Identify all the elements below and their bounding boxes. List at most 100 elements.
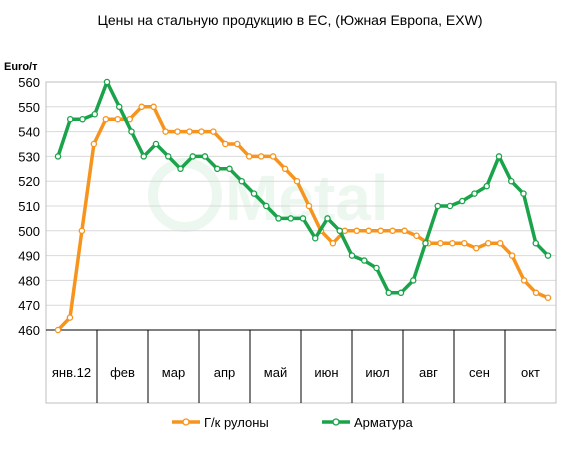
data-point [54,153,62,160]
data-point [152,140,160,148]
x-tick-label: янв.12 [52,365,91,380]
x-tick-label: июн [314,365,338,380]
data-point [544,294,552,302]
y-tick-label: 490 [18,249,40,264]
data-point [461,239,468,247]
data-point [507,177,515,185]
data-point [484,239,492,247]
data-point [174,128,181,135]
data-point [532,239,540,247]
x-tick-label: окт [521,365,540,380]
data-point [544,252,552,259]
data-point [496,239,504,247]
data-point [91,110,99,118]
data-point [329,239,337,247]
x-tick-label: сен [469,365,490,380]
data-point [449,239,456,247]
watermark: Metal [148,158,389,234]
y-axis-label: Euro/т [4,61,38,73]
data-point [78,227,86,235]
data-point [324,215,331,222]
data-point [138,103,145,111]
data-point [360,257,368,264]
x-tick-label: фев [110,365,135,380]
data-point [245,153,253,160]
y-tick-label: 470 [18,298,40,313]
data-point [257,153,265,160]
data-point [311,234,319,242]
y-tick-label: 460 [18,323,40,338]
data-point [377,227,384,235]
data-point [275,215,282,222]
data-point [114,115,122,123]
data-point [226,165,233,173]
data-point [401,227,408,235]
data-point [508,252,516,259]
data-point [520,190,527,197]
legend: Г/к рулоны Арматура [172,415,413,430]
data-point [437,239,444,247]
series-layer [54,78,552,334]
data-point [164,153,172,160]
x-tick-label: май [264,365,287,380]
data-point [397,289,405,297]
data-point [234,140,241,148]
data-point [434,202,441,210]
data-point [238,177,245,185]
data-point [281,165,289,173]
data-point [90,140,98,148]
x-tick-label: июл [365,365,389,380]
data-point [389,227,396,235]
data-point [409,277,417,284]
data-point [186,128,193,135]
y-tick-label: 550 [18,100,40,115]
data-point [446,202,454,210]
data-point [471,190,478,197]
data-point [213,165,221,173]
legend-label: Г/к рулоны [204,415,269,430]
data-point [422,239,429,247]
data-point [483,182,490,190]
data-point [210,128,217,135]
x-tick-label: апр [214,365,236,380]
data-point [336,227,343,235]
data-point [54,326,62,334]
data-point [128,128,135,135]
data-point [66,314,74,321]
data-point [305,202,313,210]
data-point [299,215,307,222]
y-tick-label: 480 [18,273,40,288]
legend-marker [332,418,340,426]
y-tick-label: 510 [18,199,40,214]
data-point [189,153,196,160]
legend-marker [182,418,190,426]
data-point [162,128,169,135]
legend-label: Арматура [354,415,413,430]
data-point [67,115,74,123]
data-point [532,289,540,297]
data-point [177,165,184,173]
data-point [458,197,466,205]
x-tick-label: авг [419,365,438,380]
data-point [293,177,301,185]
x-tick-label: мар [162,365,185,380]
data-point [103,78,111,86]
data-point [341,227,349,235]
data-point [365,227,372,235]
data-point [102,115,110,123]
x-axis-ticks: янв.12 фев мар апр май июн июл авг сен окт [52,330,540,403]
data-point [373,264,380,272]
data-point [287,215,294,222]
data-point [353,227,361,235]
data-point [79,115,86,123]
y-tick-label: 530 [18,149,40,164]
data-point [473,244,480,252]
data-point [262,202,270,210]
data-point [495,153,503,160]
chart-title: Цены на стальную продукцию в ЕС, (Южная … [98,12,483,28]
y-tick-label: 520 [18,174,40,189]
y-tick-label: 540 [18,125,40,140]
y-tick-label: 500 [18,224,40,239]
y-axis-ticks: 460 470 480 490 500 510 520 530 540 550 560 [18,75,40,338]
